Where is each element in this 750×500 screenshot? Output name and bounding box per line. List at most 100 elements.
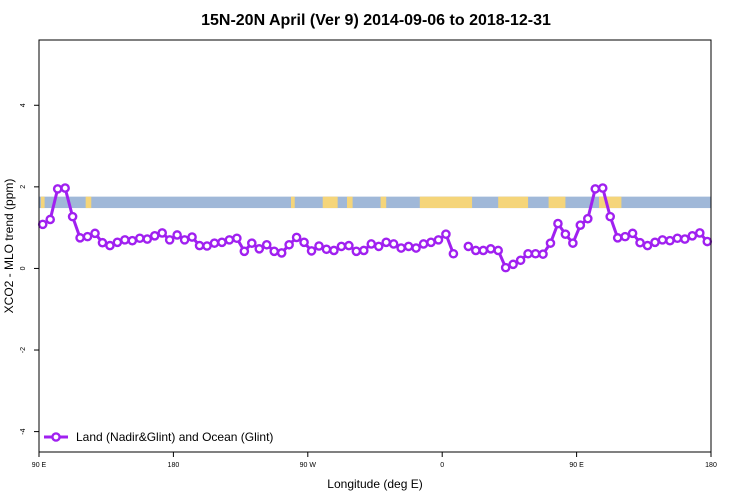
data-point: [642, 240, 653, 251]
legend: Land (Nadir&Glint) and Ocean (Glint): [44, 430, 273, 444]
chart-title: 15N-20N April (Ver 9) 2014-09-06 to 2018…: [201, 12, 551, 29]
x-tick-label: 180: [705, 462, 717, 469]
data-point: [306, 246, 317, 256]
y-tick-label: 4: [20, 103, 27, 107]
y-axis-label: XCO2 - MLO trend (ppm): [2, 179, 16, 314]
data-point: [75, 233, 85, 243]
data-point: [657, 235, 668, 245]
data-point: [478, 245, 489, 256]
data-point: [523, 248, 533, 259]
data-point: [142, 234, 153, 244]
data-point: [396, 243, 406, 253]
data-point: [448, 248, 459, 259]
data-point: [463, 241, 474, 252]
data-point: [366, 239, 377, 249]
land-band: [85, 196, 92, 209]
data-point: [515, 255, 526, 266]
data-point: [291, 232, 302, 243]
ocean-band: [39, 196, 711, 209]
data-point: [187, 232, 197, 242]
x-axis: 90 E 180 90 W 0 90 E 180: [32, 452, 717, 469]
data-point: [261, 239, 272, 250]
data-point: [134, 233, 145, 244]
data-point: [239, 246, 250, 257]
data-point: [37, 219, 48, 230]
data-point: [179, 235, 190, 245]
data-point: [381, 237, 392, 248]
data-point: [672, 233, 683, 244]
data-point: [299, 237, 309, 248]
data-point: [157, 228, 167, 238]
x-tick-label: 90 E: [569, 462, 584, 469]
data-point: [665, 235, 675, 246]
data-point: [224, 235, 235, 245]
data-point: [538, 249, 548, 259]
land-ocean-strip: [39, 196, 711, 209]
data-point: [202, 241, 212, 251]
data-point: [687, 231, 698, 241]
y-tick-label: 2: [20, 185, 27, 189]
data-point: [605, 211, 616, 222]
data-point: [351, 246, 362, 257]
data-point: [597, 183, 608, 193]
data-point: [329, 245, 339, 256]
land-band: [291, 196, 295, 209]
data-point: [470, 245, 481, 256]
data-point: [276, 248, 287, 258]
data-point: [67, 211, 78, 222]
data-point: [590, 184, 601, 194]
data-point: [112, 237, 123, 248]
y-tick-label: -4: [20, 428, 27, 434]
plot-frame: [38, 39, 712, 453]
x-tick-label: 90 E: [32, 462, 47, 469]
data-point: [127, 235, 138, 246]
data-point: [254, 244, 265, 254]
data-point: [650, 237, 660, 248]
land-band: [347, 196, 353, 209]
data-point: [620, 231, 630, 242]
data-point: [60, 183, 70, 193]
y-axis: -4 -2 0 2 4: [20, 103, 39, 435]
data-point: [336, 241, 347, 252]
data-point: [120, 235, 130, 245]
data-point: [45, 214, 56, 225]
data-point: [568, 238, 578, 248]
land-band: [419, 196, 473, 209]
data-point: [194, 240, 205, 251]
data-point: [695, 228, 705, 238]
data-point: [500, 262, 511, 273]
legend-point-marker: [51, 432, 61, 442]
data-point: [545, 238, 556, 248]
data-point: [82, 231, 93, 242]
data-point: [411, 243, 421, 253]
data-point: [321, 244, 332, 255]
data-point: [97, 237, 108, 248]
data-point: [530, 248, 541, 259]
data-point: [90, 228, 100, 239]
data-point: [269, 246, 280, 257]
data-point: [418, 239, 429, 249]
data-point: [680, 234, 690, 244]
data-point: [612, 233, 623, 243]
data-point: [553, 218, 563, 229]
data-point: [575, 220, 586, 230]
land-band: [498, 196, 529, 209]
x-tick-label: 0: [440, 462, 444, 469]
land-band: [322, 196, 338, 209]
data-point: [232, 233, 242, 244]
data-point: [403, 241, 414, 252]
land-band: [548, 196, 566, 209]
data-point: [485, 244, 496, 254]
data-point: [344, 240, 354, 251]
data-point: [583, 213, 593, 224]
data-point: [627, 228, 638, 239]
data-point: [508, 259, 518, 270]
x-tick-label: 90 W: [300, 462, 317, 469]
data-point: [172, 230, 182, 240]
data-point: [702, 236, 713, 247]
data-point: [52, 184, 63, 194]
land-band: [380, 196, 387, 209]
data-point: [433, 235, 444, 245]
series-layer: [37, 183, 713, 273]
data-point: [314, 241, 324, 251]
